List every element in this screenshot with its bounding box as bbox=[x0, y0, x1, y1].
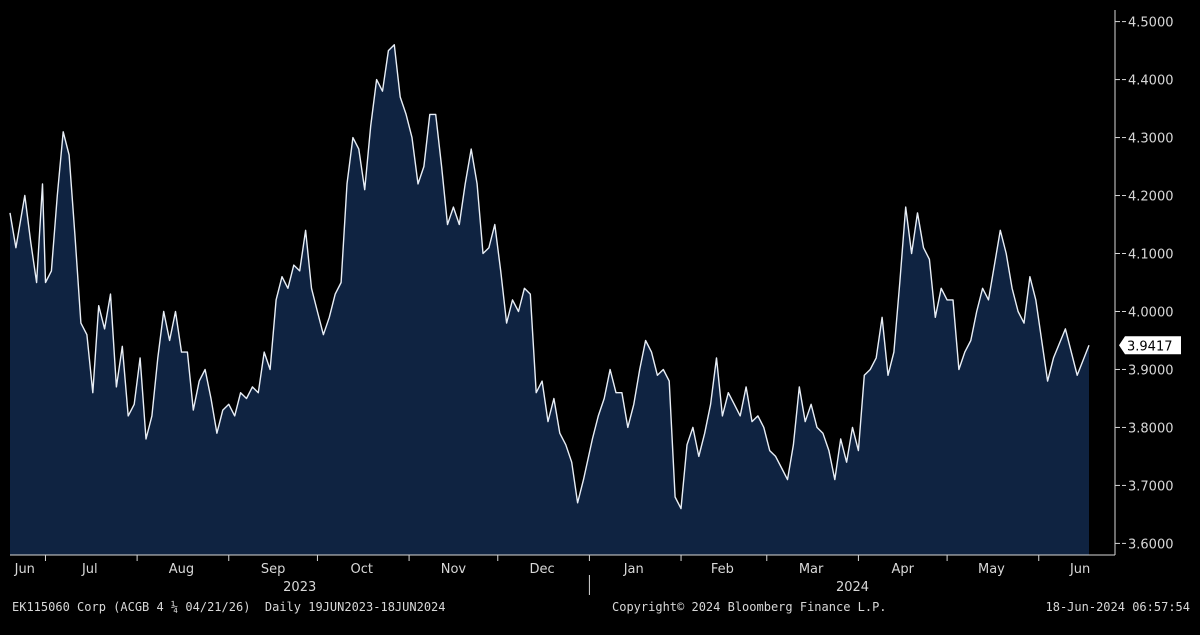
y-tick-label: 3.6000 bbox=[1128, 537, 1174, 552]
y-tick-label: 4.3000 bbox=[1128, 132, 1174, 147]
y-tick-label: 3.9000 bbox=[1128, 363, 1174, 378]
last-value-text: 3.9417 bbox=[1127, 339, 1173, 354]
x-tick-label: Jun bbox=[14, 562, 35, 577]
last-value-label: 3.9417 bbox=[1119, 336, 1181, 355]
y-tick-label: 4.2000 bbox=[1128, 190, 1174, 205]
y-axis: 3.6000 3.7000 3.8000 3.9000 4.0000 4.1000 4.20… bbox=[1114, 10, 1174, 555]
footer-timestamp: 18-Jun-2024 06:57:54 bbox=[1045, 600, 1191, 614]
x-tick-label: Jan bbox=[623, 562, 644, 577]
x-tick-label: Feb bbox=[711, 562, 734, 577]
series-area bbox=[10, 44, 1089, 556]
year-label: 2024 bbox=[836, 580, 869, 595]
x-tick-label: Apr bbox=[892, 562, 915, 577]
y-tick-label: 4.0000 bbox=[1128, 305, 1174, 320]
x-tick-label: May bbox=[978, 562, 1005, 577]
x-tick-label: Sep bbox=[261, 562, 286, 577]
x-tick-label: Aug bbox=[169, 562, 194, 577]
y-tick-label: 4.5000 bbox=[1128, 16, 1174, 31]
security-name: EK115060 Corp (ACGB 4 ¼ 04/21/26) bbox=[12, 600, 251, 614]
y-tick-label: 3.8000 bbox=[1128, 421, 1174, 436]
last-value-box bbox=[1119, 336, 1181, 355]
y-tick-label: 4.4000 bbox=[1128, 74, 1174, 89]
x-tick-label: Nov bbox=[441, 562, 467, 577]
footer-copyright: Copyright© 2024 Bloomberg Finance L.P. bbox=[612, 600, 887, 614]
y-tick-label: 3.7000 bbox=[1128, 479, 1174, 494]
x-tick-label: Oct bbox=[351, 562, 373, 577]
year-label: 2023 bbox=[283, 580, 316, 595]
footer-security: EK115060 Corp (ACGB 4 ¼ 04/21/26) Daily … bbox=[12, 600, 446, 614]
y-tick-label: 4.1000 bbox=[1128, 248, 1174, 263]
x-tick-label: Jul bbox=[81, 562, 98, 577]
x-tick-label: Mar bbox=[799, 562, 824, 577]
series-line bbox=[9, 44, 1090, 510]
x-axis: Jun Jul Aug Sep Oct Nov Dec Jan Feb Mar Apr May Jun 2… bbox=[10, 554, 1115, 595]
x-tick-label: Jun bbox=[1069, 562, 1090, 577]
x-tick-label: Dec bbox=[530, 562, 555, 577]
chart-period: Daily 19JUN2023-18JUN2024 bbox=[264, 600, 446, 614]
